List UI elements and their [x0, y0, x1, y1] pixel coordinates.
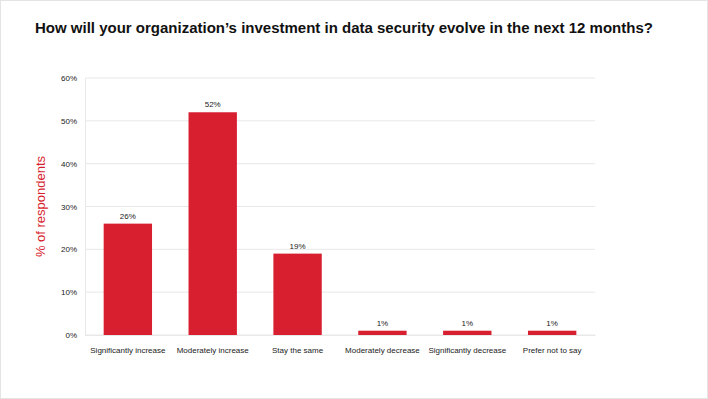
y-tick-label: 40%: [61, 160, 77, 169]
y-tick-label: 20%: [61, 245, 77, 254]
y-tick: 40%: [61, 160, 85, 169]
y-axis: 0% 10% 20% 30% 40% 50% 60%: [61, 74, 86, 340]
grid-line: [85, 78, 595, 79]
grid-line: [85, 249, 595, 250]
grid-line: [85, 120, 595, 121]
y-tick-label: 0%: [65, 331, 77, 340]
x-axis-line: [86, 335, 596, 336]
title: How will your organization’s investment …: [35, 19, 653, 36]
data-label: 1%: [546, 319, 558, 328]
x-tick: Prefer not to say: [523, 335, 582, 355]
bar: [358, 331, 406, 335]
bar: [528, 331, 576, 335]
x-tick-label: Moderately increase: [177, 346, 250, 355]
x-tick-label: Prefer not to say: [523, 346, 582, 355]
bar: [443, 331, 491, 335]
grid-line: [85, 206, 595, 207]
x-tick: Moderately increase: [177, 335, 250, 355]
data-label: 19%: [290, 242, 306, 251]
bar: [104, 224, 152, 335]
data-label: 52%: [205, 100, 221, 109]
y-tick-label: 60%: [61, 74, 77, 83]
x-tick: Stay the same: [272, 335, 324, 355]
y-tick: 60%: [61, 74, 85, 83]
y-axis-title: % of respondents: [33, 155, 48, 257]
bar: [273, 254, 321, 335]
y-tick-label: 10%: [61, 288, 77, 297]
x-tick-label: Stay the same: [272, 346, 324, 355]
y-tick: 30%: [61, 203, 85, 212]
x-axis: Significantly increase Moderately increas…: [86, 335, 596, 355]
x-tick-label: Moderately decrease: [345, 346, 420, 355]
data-label: 1%: [377, 319, 389, 328]
grid: [85, 78, 595, 335]
x-tick: Significantly increase: [90, 335, 166, 355]
frame: [1, 1, 708, 399]
bars: [104, 112, 577, 335]
grid-line: [85, 292, 595, 293]
x-tick: Moderately decrease: [345, 335, 420, 355]
y-tick: 0%: [65, 331, 85, 340]
y-tick: 20%: [61, 245, 85, 254]
plot: 0% 10% 20% 30% 40% 50% 60% Significantly increa…: [61, 74, 596, 355]
grid-line: [85, 163, 595, 164]
grid-line: [85, 335, 595, 336]
x-tick-label: Significantly increase: [90, 346, 166, 355]
y-tick-label: 30%: [61, 203, 77, 212]
chart: How will your organization’s investment …: [0, 0, 708, 399]
data-label: 1%: [462, 319, 474, 328]
x-tick: Significantly decrease: [428, 335, 506, 355]
y-tick-label: 50%: [61, 117, 77, 126]
y-tick: 10%: [61, 288, 85, 297]
bar: [189, 112, 237, 335]
data-label: 26%: [120, 212, 136, 221]
x-tick-label: Significantly decrease: [428, 346, 506, 355]
y-axis-line: [85, 79, 86, 336]
data-labels: 26% 52% 19% 1% 1% 1%: [120, 100, 558, 327]
y-tick: 50%: [61, 117, 85, 126]
